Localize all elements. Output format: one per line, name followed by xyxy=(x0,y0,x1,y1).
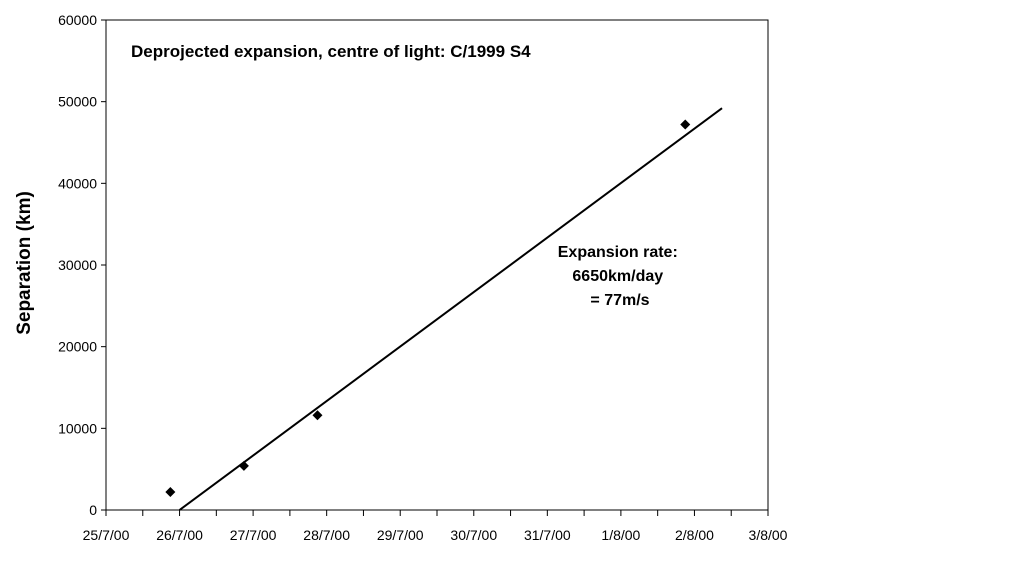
x-tick-label: 2/8/00 xyxy=(675,527,714,543)
y-tick-label: 40000 xyxy=(58,175,97,191)
y-tick-label: 20000 xyxy=(58,339,97,355)
x-tick-label: 31/7/00 xyxy=(524,527,571,543)
data-point xyxy=(312,410,323,421)
plot-area xyxy=(105,19,769,511)
x-tick-label: 28/7/00 xyxy=(303,527,350,543)
y-tick-label: 30000 xyxy=(58,257,97,273)
y-tick-label: 60000 xyxy=(58,12,97,28)
x-tick-label: 25/7/00 xyxy=(83,527,130,543)
data-point xyxy=(238,460,249,471)
trendline xyxy=(178,107,723,511)
chart-title: Deprojected expansion, centre of light: … xyxy=(131,42,531,61)
y-axis-title: Separation (km) xyxy=(14,191,35,335)
x-tick-label: 30/7/00 xyxy=(450,527,497,543)
rate-annotation-line-2: 6650km/day xyxy=(572,268,663,285)
rate-annotation-line-1: Expansion rate: xyxy=(558,244,678,261)
data-point xyxy=(165,487,176,498)
trendline-segment xyxy=(178,107,723,511)
data-points xyxy=(165,119,691,498)
x-tick-label: 27/7/00 xyxy=(230,527,277,543)
x-tick-label: 26/7/00 xyxy=(156,527,203,543)
x-tick-label: 3/8/00 xyxy=(749,527,788,543)
data-point xyxy=(680,119,691,130)
y-tick-label: 50000 xyxy=(58,94,97,110)
x-tick-label: 1/8/00 xyxy=(601,527,640,543)
y-tick-label: 0 xyxy=(89,502,97,518)
rate-annotation: Expansion rate: 6650km/day = 77m/s xyxy=(558,244,682,309)
x-axis: 25/7/00 26/7/00 27/7/00 28/7/00 29/7/00 30/7/… xyxy=(83,510,788,543)
y-tick-label: 10000 xyxy=(58,420,97,436)
y-axis: 0 10000 20000 30000 40000 50000 60000 xyxy=(58,12,106,518)
rate-annotation-line-3: = 77m/s xyxy=(590,292,649,309)
x-tick-label: 29/7/00 xyxy=(377,527,424,543)
